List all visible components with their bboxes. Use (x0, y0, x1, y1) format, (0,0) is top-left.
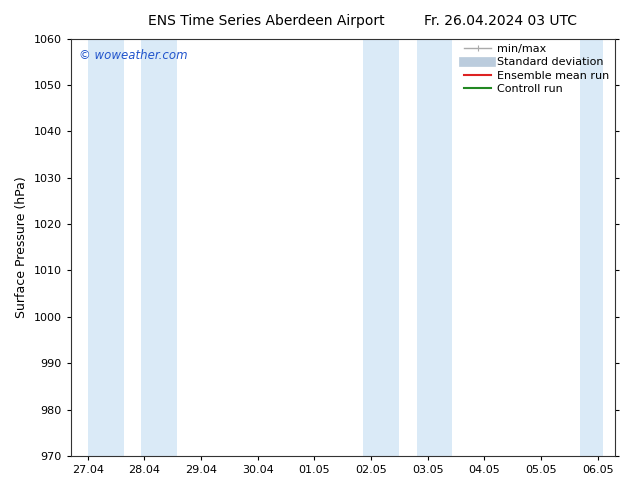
Legend: min/max, Standard deviation, Ensemble mean run, Controll run: min/max, Standard deviation, Ensemble me… (463, 44, 609, 94)
Text: ENS Time Series Aberdeen Airport: ENS Time Series Aberdeen Airport (148, 14, 385, 28)
Bar (141, 39, 177, 456)
Text: Fr. 26.04.2024 03 UTC: Fr. 26.04.2024 03 UTC (424, 14, 578, 28)
Bar (417, 39, 453, 456)
Bar (87, 39, 124, 456)
Bar (363, 39, 399, 456)
Y-axis label: Surface Pressure (hPa): Surface Pressure (hPa) (15, 176, 28, 318)
Bar (580, 39, 603, 456)
Text: © woweather.com: © woweather.com (79, 49, 188, 62)
